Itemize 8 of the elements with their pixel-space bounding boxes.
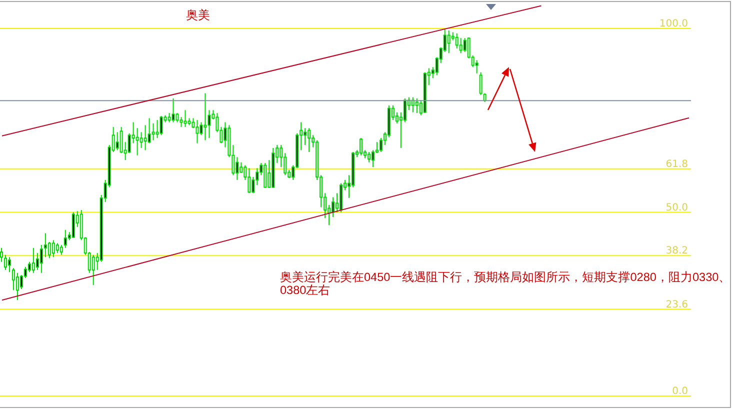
y-tick-label: 23.6 [666,299,688,310]
y-tick-label: 38.2 [666,246,688,257]
y-tick-label: 61.8 [666,158,688,170]
y-tick-label: 50.0 [666,202,688,214]
y-tick-label: 100.0 [659,18,688,30]
text: 奥美 [186,8,210,22]
y-tick-label: 0.0 [672,386,688,397]
annotation: 奥美运行完美在0450一线遇阻下行，预期格局如图所示，短期支撑0280，阻力0330、0380左右 [280,270,731,297]
